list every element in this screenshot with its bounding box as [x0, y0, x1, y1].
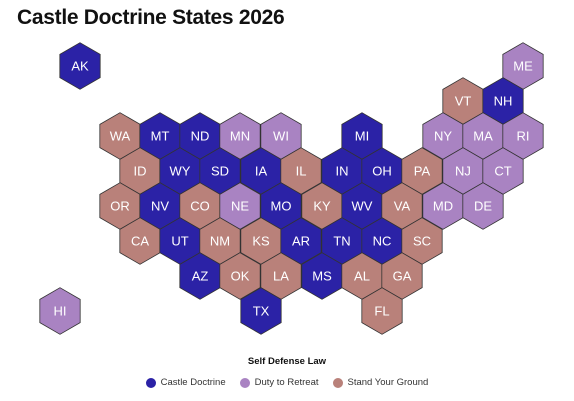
state-label-wv: WV — [352, 199, 373, 214]
state-label-fl: FL — [374, 304, 389, 319]
state-tile-de: DE — [462, 182, 504, 230]
state-label-hi: HI — [54, 304, 67, 319]
state-hex-de — [462, 182, 504, 230]
state-label-wa: WA — [110, 129, 131, 144]
state-tile-la: LA — [260, 252, 302, 300]
state-label-co: CO — [190, 199, 210, 214]
legend: Castle Doctrine Duty to Retreat Stand Yo… — [0, 377, 574, 388]
state-label-nv: NV — [151, 199, 169, 214]
state-tile-tx: TX — [240, 287, 282, 335]
state-label-va: VA — [394, 199, 411, 214]
state-tile-az: AZ — [179, 252, 221, 300]
state-tile-id: ID — [119, 147, 161, 195]
state-label-de: DE — [474, 199, 492, 214]
state-tile-ri: RI — [502, 112, 544, 160]
state-tile-vt: VT — [442, 77, 484, 125]
state-label-ri: RI — [517, 129, 530, 144]
state-label-nh: NH — [494, 94, 513, 109]
hex-tile-map: AK ME VT NH WA MT ND MN WI MI NY MA RI ID WY SD IA IL IN OH… — [39, 42, 544, 335]
state-label-mn: MN — [230, 129, 250, 144]
state-label-tx: TX — [253, 304, 270, 319]
state-label-ne: NE — [231, 199, 249, 214]
state-label-ms: MS — [312, 269, 332, 284]
legend-swatch-castle-doctrine — [145, 377, 156, 388]
state-label-ok: OK — [231, 269, 250, 284]
state-hex-ak — [59, 42, 101, 90]
state-tile-mo: MO — [260, 182, 302, 230]
legend-label-stand-your-ground: Stand Your Ground — [347, 377, 429, 388]
state-label-nj: NJ — [455, 164, 471, 179]
state-label-mt: MT — [151, 129, 170, 144]
state-label-tn: TN — [333, 234, 350, 249]
state-label-il: IL — [296, 164, 307, 179]
map-title: Castle Doctrine States 2026 — [17, 6, 285, 29]
legend-item-duty-to-retreat: Duty to Retreat — [239, 377, 319, 388]
state-label-nm: NM — [210, 234, 230, 249]
state-label-mo: MO — [271, 199, 292, 214]
state-tile-fl: FL — [361, 287, 403, 335]
state-label-ut: UT — [171, 234, 188, 249]
state-hex-hi — [39, 287, 81, 335]
state-tile-hi: HI — [39, 287, 81, 335]
state-tile-ky: KY — [301, 182, 343, 230]
state-label-ga: GA — [393, 269, 412, 284]
legend-title: Self Defense Law — [247, 356, 327, 367]
state-label-nd: ND — [191, 129, 210, 144]
legend-swatch-duty-to-retreat — [239, 377, 250, 388]
state-label-ks: KS — [252, 234, 270, 249]
state-tile-nh: NH — [482, 77, 524, 125]
state-label-id: ID — [134, 164, 147, 179]
state-label-sd: SD — [211, 164, 229, 179]
state-label-la: LA — [273, 269, 289, 284]
state-tile-ny: NY — [422, 112, 464, 160]
state-tile-ok: OK — [219, 252, 261, 300]
state-tile-ms: MS — [301, 252, 343, 300]
state-label-mi: MI — [355, 129, 369, 144]
legend-item-castle-doctrine: Castle Doctrine — [145, 377, 226, 388]
state-tile-wv: WV — [341, 182, 383, 230]
state-tile-ar: AR — [280, 217, 322, 265]
state-label-az: AZ — [192, 269, 209, 284]
state-label-ak: AK — [71, 59, 89, 74]
legend-swatch-stand-your-ground — [332, 377, 343, 388]
legend-label-duty-to-retreat: Duty to Retreat — [254, 377, 319, 388]
legend-item-stand-your-ground: Stand Your Ground — [332, 377, 429, 388]
state-label-ma: MA — [473, 129, 493, 144]
state-tile-ga: GA — [381, 252, 423, 300]
state-label-wi: WI — [273, 129, 289, 144]
state-label-al: AL — [354, 269, 370, 284]
state-label-md: MD — [433, 199, 453, 214]
state-hex-tx — [240, 287, 282, 335]
state-tile-nd: ND — [179, 112, 221, 160]
state-label-ct: CT — [494, 164, 511, 179]
state-hex-fl — [361, 287, 403, 335]
state-label-oh: OH — [372, 164, 392, 179]
state-label-ia: IA — [255, 164, 268, 179]
state-label-ca: CA — [131, 234, 149, 249]
state-label-me: ME — [513, 59, 533, 74]
state-tile-oh: OH — [361, 147, 403, 195]
state-tile-mt: MT — [139, 112, 181, 160]
state-label-sc: SC — [413, 234, 431, 249]
state-label-ny: NY — [434, 129, 452, 144]
state-label-ky: KY — [313, 199, 331, 214]
state-tile-nc: NC — [361, 217, 403, 265]
state-tile-wa: WA — [99, 112, 141, 160]
state-tile-in: IN — [321, 147, 363, 195]
state-label-or: OR — [110, 199, 130, 214]
state-label-vt: VT — [455, 94, 472, 109]
state-label-pa: PA — [414, 164, 431, 179]
state-tile-wy: WY — [159, 147, 201, 195]
state-hex-ok — [219, 252, 261, 300]
state-label-ar: AR — [292, 234, 310, 249]
state-tile-sd: SD — [199, 147, 241, 195]
state-label-wy: WY — [170, 164, 191, 179]
state-tile-wi: WI — [260, 112, 302, 160]
state-tile-ak: AK — [59, 42, 101, 90]
state-tile-va: VA — [381, 182, 423, 230]
state-label-in: IN — [336, 164, 349, 179]
legend-label-castle-doctrine: Castle Doctrine — [160, 377, 226, 388]
state-label-nc: NC — [373, 234, 392, 249]
